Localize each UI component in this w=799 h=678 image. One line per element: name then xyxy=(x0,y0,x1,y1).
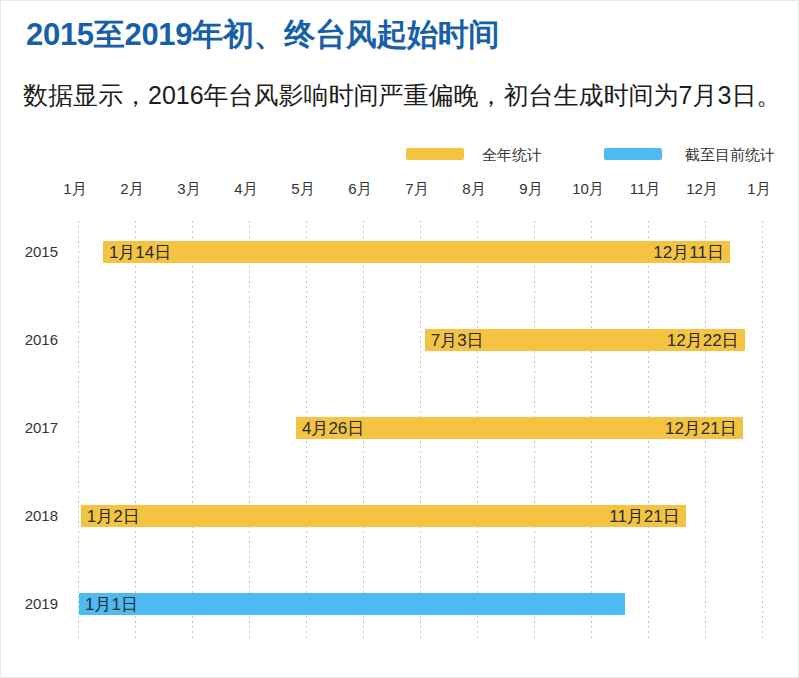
x-tick-label: 3月 xyxy=(159,180,219,199)
x-tick-label: 8月 xyxy=(444,180,504,199)
gridline xyxy=(249,221,250,641)
x-tick-label: 10月 xyxy=(558,180,618,199)
legend-swatch-full_year xyxy=(406,148,464,160)
bar-end-label: 12月22日 xyxy=(661,329,745,352)
gridline xyxy=(78,221,79,641)
gridline xyxy=(192,221,193,641)
year-label-2017: 2017 xyxy=(9,417,58,439)
x-tick-label: 7月 xyxy=(387,180,447,199)
bar-end-label: 11月21日 xyxy=(603,505,686,528)
year-label-2016: 2016 xyxy=(9,329,58,351)
bar-start-label: 1月2日 xyxy=(81,505,146,528)
x-tick-label: 11月 xyxy=(615,180,675,199)
bar-2018-full_year: 1月2日 11月21日 xyxy=(81,505,686,527)
x-tick-label: 1月 xyxy=(729,180,789,199)
bar-start-label: 1月14日 xyxy=(103,241,177,264)
legend-label-to_date: 截至目前统计 xyxy=(685,146,775,163)
x-tick-label: 6月 xyxy=(330,180,390,199)
x-tick-label: 2月 xyxy=(102,180,162,199)
bar-end-label: 12月11日 xyxy=(647,241,730,264)
x-tick-label: 1月 xyxy=(45,180,105,199)
year-label-2018: 2018 xyxy=(9,505,58,527)
x-tick-label: 4月 xyxy=(216,180,276,199)
year-label-2019: 2019 xyxy=(9,593,58,615)
bar-start-label: 4月26日 xyxy=(296,417,370,440)
year-label-2015: 2015 xyxy=(9,241,58,263)
bar-start-label: 7月3日 xyxy=(425,329,490,352)
bar-2015-full_year: 1月14日 12月11日 xyxy=(103,241,730,263)
bar-2017-full_year: 4月26日 12月21日 xyxy=(296,417,743,439)
x-tick-label: 9月 xyxy=(501,180,561,199)
legend-label-full_year: 全年统计 xyxy=(482,146,542,163)
x-tick-label: 5月 xyxy=(273,180,333,199)
bar-start-label: 1月1日 xyxy=(79,593,144,616)
x-tick-label: 12月 xyxy=(672,180,732,199)
bar-end-label: 12月21日 xyxy=(659,417,743,440)
gridline xyxy=(135,221,136,641)
page: { "page": { "title": "2015至2019年初、终台风起始时… xyxy=(0,0,799,678)
chart-subtitle: 数据显示，2016年台风影响时间严重偏晚，初台生成时间为7月3日。 xyxy=(23,79,781,112)
chart-title: 2015至2019年初、终台风起始时间 xyxy=(26,14,499,56)
gridline xyxy=(762,221,763,641)
bar-2016-full_year: 7月3日 12月22日 xyxy=(425,329,745,351)
bar-2019-to_date: 1月1日 xyxy=(79,593,625,615)
legend-swatch-to_date xyxy=(604,148,662,160)
